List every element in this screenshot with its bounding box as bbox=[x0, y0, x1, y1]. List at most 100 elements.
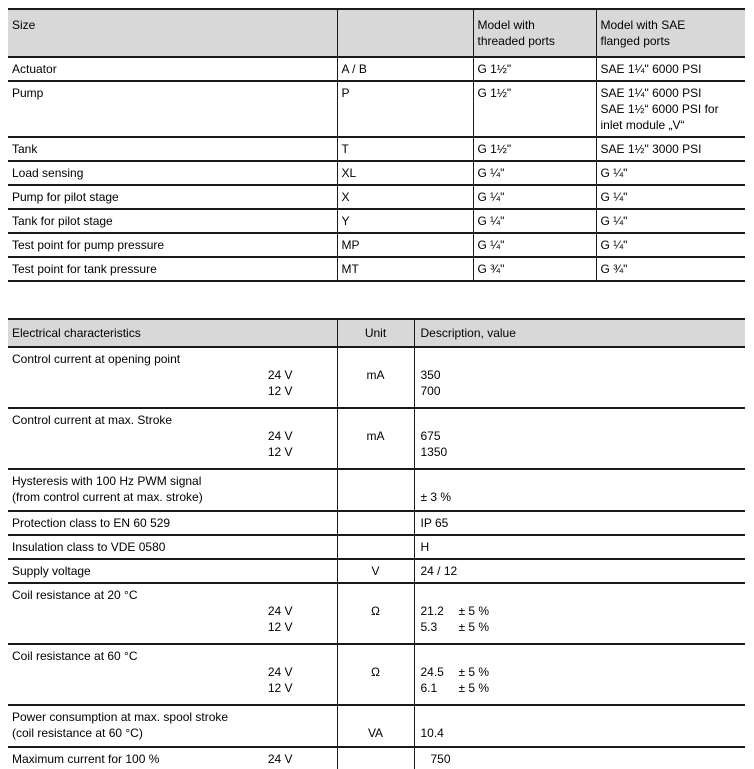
value: 24 / 12 bbox=[420, 564, 458, 578]
unit-value: V bbox=[371, 564, 380, 578]
column-header-threaded: Model with threaded ports bbox=[472, 9, 596, 57]
flanged-port-value: G ¼" bbox=[600, 166, 628, 180]
size-name: Pump for pilot stage bbox=[12, 190, 119, 204]
unit-cell bbox=[336, 535, 414, 559]
table-row-insulation-class: Insulation class to VDE 0580 H bbox=[8, 535, 745, 559]
unit-cell: Ω bbox=[336, 644, 414, 705]
table-row-tank-pilot: Tank for pilot stage Y G ¼" G ¼" bbox=[8, 209, 745, 233]
table-row-protection-class: Protection class to EN 60 529 IP 65 bbox=[8, 511, 745, 535]
value: 6.1 bbox=[420, 681, 438, 695]
size-name: Actuator bbox=[12, 62, 57, 76]
spacer bbox=[342, 587, 410, 603]
table-row-pump: Pump P G 1½" SAE 1¼" 6000 PSI SAE 1½“ 60… bbox=[8, 81, 745, 137]
value-cell: 21.2 ± 5 % 5.3 ± 5 % bbox=[413, 583, 745, 644]
column-header-unit: Unit bbox=[336, 319, 414, 347]
flanged-port-value: G ¾" bbox=[600, 262, 628, 276]
threaded-port-cell: G ¼" bbox=[472, 185, 596, 209]
table-row-test-tank-pressure: Test point for tank pressure MT G ¾" G ¾… bbox=[8, 257, 745, 281]
table-row-coil-resistance-60c: Coil resistance at 60 °C 24 V 12 V Ω 24.… bbox=[8, 644, 745, 705]
size-name-cell: Pump for pilot stage bbox=[8, 185, 337, 209]
size-name-cell: Load sensing bbox=[8, 161, 337, 185]
value: 700 bbox=[420, 384, 441, 398]
table-row-test-pump-pressure: Test point for pump pressure MP G ¼" G ¼… bbox=[8, 233, 745, 257]
column-header-label: Model with SAE bbox=[600, 18, 686, 32]
flanged-port-cell: SAE 1½" 3000 PSI bbox=[595, 137, 745, 161]
value: 1350 bbox=[420, 445, 448, 459]
value-with-tolerance: 6.1 ± 5 % bbox=[421, 680, 742, 696]
value-cell: ± 3 % bbox=[413, 469, 745, 511]
electrical-table-header-row: Electrical characteristics Unit Descript… bbox=[8, 319, 745, 347]
value-with-tolerance: 5.3 ± 5 % bbox=[421, 619, 742, 635]
characteristic-label: Insulation class to VDE 0580 bbox=[12, 540, 166, 554]
threaded-port-value: G 1½" bbox=[477, 142, 512, 156]
characteristic-label: Coil resistance at 20 °C bbox=[12, 588, 138, 602]
unit-cell: Ω bbox=[336, 583, 414, 644]
value: 21.2 bbox=[420, 604, 444, 618]
spacer bbox=[421, 587, 742, 603]
port-code: MT bbox=[341, 262, 359, 276]
column-header-label: threaded ports bbox=[477, 34, 555, 48]
spacer bbox=[421, 709, 742, 725]
size-name-cell: Test point for pump pressure bbox=[8, 233, 337, 257]
characteristic-cell: Protection class to EN 60 529 bbox=[8, 511, 337, 535]
spacer bbox=[342, 751, 410, 767]
size-name-cell: Test point for tank pressure bbox=[8, 257, 337, 281]
size-name-cell: Actuator bbox=[8, 57, 337, 81]
threaded-port-cell: G ¾" bbox=[472, 257, 596, 281]
size-name: Pump bbox=[12, 86, 44, 100]
size-table-header-row: Size Model with threaded ports Model wit… bbox=[8, 9, 745, 57]
characteristic-cell: Control current at opening point 24 V 12… bbox=[8, 347, 337, 408]
table-row-coil-resistance-20c: Coil resistance at 20 °C 24 V 12 V Ω 21.… bbox=[8, 583, 745, 644]
flanged-port-cell: G ¼" bbox=[595, 233, 745, 257]
characteristic-cell: Insulation class to VDE 0580 bbox=[8, 535, 337, 559]
column-header-port-code bbox=[336, 9, 473, 57]
threaded-port-cell: G ¼" bbox=[472, 209, 596, 233]
tolerance: ± 5 % bbox=[458, 681, 490, 695]
value-cell: IP 65 bbox=[413, 511, 745, 535]
electrical-characteristics-table: Electrical characteristics Unit Descript… bbox=[8, 318, 745, 769]
flanged-port-cell: G ¼" bbox=[595, 209, 745, 233]
unit-cell: VA bbox=[336, 705, 414, 747]
value: 5.3 bbox=[420, 620, 438, 634]
table-row-hysteresis: Hysteresis with 100 Hz PWM signal (from … bbox=[8, 469, 745, 511]
flanged-port-cell: G ¼" bbox=[595, 161, 745, 185]
value-with-tolerance: 21.2 ± 5 % bbox=[421, 603, 742, 619]
unit-value: Ω bbox=[371, 665, 380, 679]
characteristic-line: Maximum current for 100 % 24 V bbox=[12, 751, 333, 767]
flanged-port-cell: SAE 1¼" 6000 PSI bbox=[595, 57, 745, 81]
unit-cell: mA bbox=[336, 747, 414, 769]
threaded-port-value: G 1½" bbox=[477, 86, 512, 100]
threaded-port-cell: G 1½" bbox=[472, 137, 596, 161]
table-row-supply-voltage: Supply voltage V 24 / 12 bbox=[8, 559, 745, 583]
characteristic-cell: Maximum current for 100 %24 V relative d… bbox=[8, 747, 337, 769]
table-row-power-consumption: Power consumption at max. spool stroke (… bbox=[8, 705, 745, 747]
size-name: Tank for pilot stage bbox=[12, 214, 113, 228]
port-code: X bbox=[341, 190, 350, 204]
value: ± 3 % bbox=[420, 490, 452, 504]
characteristic-cell: Control current at max. Stroke 24 V 12 V bbox=[8, 408, 337, 469]
spacer bbox=[421, 412, 742, 428]
flanged-port-value: G ¼" bbox=[600, 190, 628, 204]
port-code: Y bbox=[341, 214, 350, 228]
voltage-variant-label: 24 V bbox=[267, 429, 293, 443]
value-cell: 24 / 12 bbox=[413, 559, 745, 583]
table-row-pump-pilot: Pump for pilot stage X G ¼" G ¼" bbox=[8, 185, 745, 209]
characteristic-cell: Hysteresis with 100 Hz PWM signal (from … bbox=[8, 469, 337, 511]
port-code-cell: XL bbox=[336, 161, 473, 185]
characteristic-label: (coil resistance at 60 °C) bbox=[12, 726, 143, 740]
flanged-port-cell: G ¾" bbox=[595, 257, 745, 281]
column-header-label: Size bbox=[12, 18, 36, 32]
unit-value bbox=[342, 473, 410, 489]
characteristic-label: Supply voltage bbox=[12, 564, 91, 578]
unit-value: Ω bbox=[371, 604, 380, 618]
characteristic-cell: Coil resistance at 20 °C 24 V 12 V bbox=[8, 583, 337, 644]
spacer bbox=[342, 351, 410, 367]
unit-cell: mA bbox=[336, 347, 414, 408]
value-cell: H bbox=[413, 535, 745, 559]
voltage-variant-label: 12 V bbox=[267, 384, 293, 398]
flanged-port-value: inlet module „V“ bbox=[600, 118, 685, 132]
voltage-variant-label: 24 V bbox=[267, 604, 293, 618]
characteristic-label: Coil resistance at 60 °C bbox=[12, 649, 138, 663]
spacer bbox=[421, 351, 742, 367]
threaded-port-value: G ¾" bbox=[477, 262, 505, 276]
